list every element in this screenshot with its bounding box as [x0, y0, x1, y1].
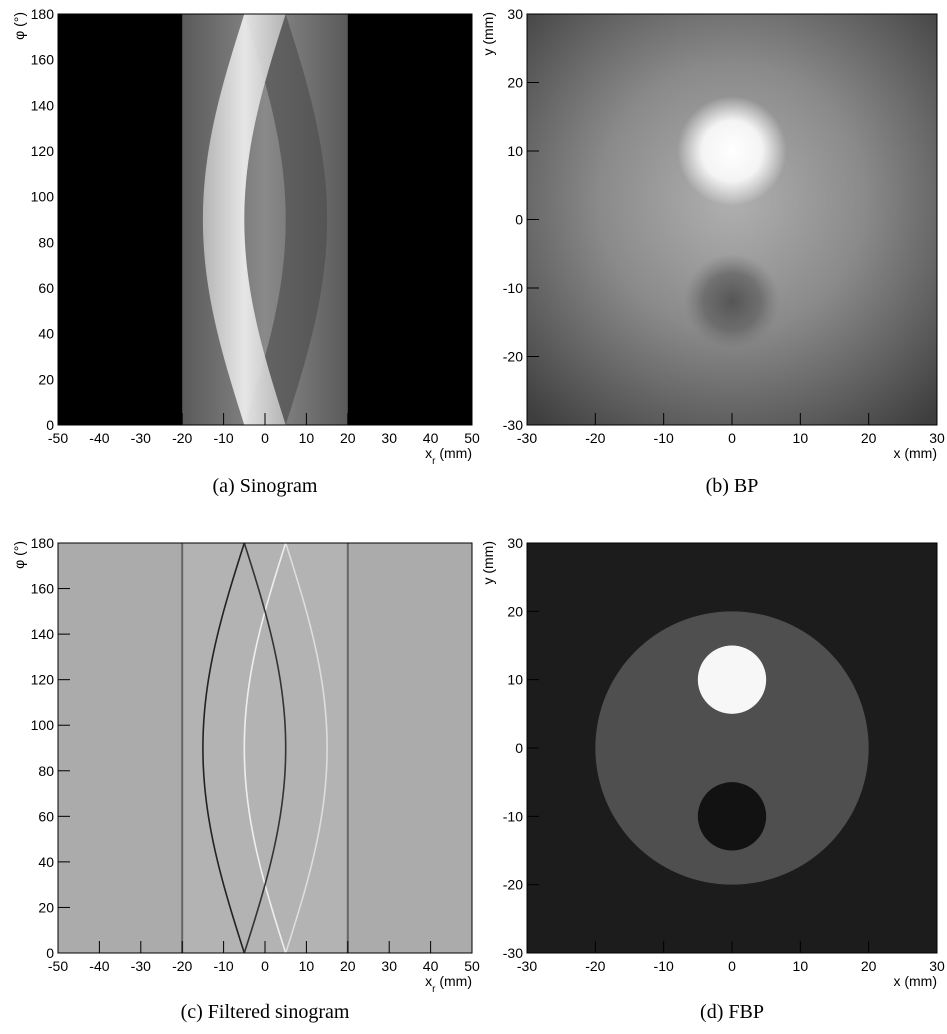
- x-tick-label: 20: [861, 958, 877, 974]
- x-axis-label-part: (mm): [435, 445, 472, 461]
- y-tick-label: 120: [31, 672, 55, 688]
- x-tick-label: 10: [299, 958, 315, 974]
- x-tick-label: -20: [172, 958, 192, 974]
- x-tick-label: 30: [381, 958, 397, 974]
- x-tick-label: -10: [654, 430, 674, 446]
- y-tick-label: 100: [31, 717, 55, 733]
- y-tick-label: 0: [46, 945, 54, 961]
- x-tick-label: -20: [172, 430, 192, 446]
- x-tick-label: 10: [793, 430, 809, 446]
- caption: (a) Sinogram: [213, 475, 318, 497]
- y-tick-label: 140: [31, 626, 55, 642]
- x-tick-label: 20: [340, 958, 356, 974]
- y-tick-label: 120: [31, 143, 55, 159]
- x-tick-label: 40: [423, 430, 439, 446]
- y-tick-label: -10: [503, 280, 523, 296]
- x-tick-label: 10: [299, 430, 315, 446]
- y-tick-label: 20: [507, 603, 523, 619]
- caption: (b) BP: [706, 475, 759, 497]
- y-axis-label: y (mm): [480, 541, 496, 585]
- x-tick-label: -10: [654, 958, 674, 974]
- y-tick-label: 30: [507, 6, 523, 22]
- y-tick-label: -20: [503, 877, 523, 893]
- y-tick-label: 0: [46, 417, 54, 433]
- y-tick-label: 160: [31, 52, 55, 68]
- x-tick-label: 20: [861, 430, 877, 446]
- y-tick-label: 10: [507, 143, 523, 159]
- y-tick-label: -10: [503, 808, 523, 824]
- y-tick-label: -30: [503, 945, 523, 961]
- figure: -50-40-30-20-100102030405002040608010012…: [0, 0, 947, 1034]
- x-tick-label: -20: [585, 430, 605, 446]
- y-tick-label: 80: [38, 763, 54, 779]
- y-tick-label: -30: [503, 417, 523, 433]
- x-tick-label: 0: [728, 430, 736, 446]
- x-tick-label: 50: [464, 430, 480, 446]
- y-tick-label: 40: [38, 326, 54, 342]
- x-tick-label: 10: [793, 958, 809, 974]
- y-tick-label: 40: [38, 854, 54, 870]
- y-tick-label: 60: [38, 280, 54, 296]
- hot-spot: [677, 96, 786, 205]
- x-tick-label: 30: [929, 430, 945, 446]
- y-tick-label: 0: [515, 740, 523, 756]
- x-tick-label: 50: [464, 958, 480, 974]
- caption: (c) Filtered sinogram: [181, 1001, 350, 1023]
- x-axis-label-part: x: [425, 445, 432, 461]
- x-tick-label: 0: [728, 958, 736, 974]
- caption: (d) FBP: [700, 1001, 764, 1023]
- background: [527, 14, 937, 425]
- x-axis-label: xr (mm): [425, 445, 472, 467]
- y-axis-label: φ (°): [11, 12, 27, 40]
- x-axis-label-part: x (mm): [893, 445, 937, 461]
- y-tick-label: 100: [31, 189, 55, 205]
- x-tick-label: -40: [89, 958, 109, 974]
- object-band: [182, 543, 348, 953]
- x-axis-label-part: x: [425, 973, 432, 989]
- x-tick-label: 0: [261, 958, 269, 974]
- x-tick-label: -20: [585, 958, 605, 974]
- cold-disk: [698, 782, 766, 850]
- y-axis-label: φ (°): [11, 541, 27, 569]
- y-tick-label: 180: [31, 6, 55, 22]
- x-tick-label: -40: [89, 430, 109, 446]
- y-tick-label: 20: [38, 371, 54, 387]
- x-axis-label: xr (mm): [425, 973, 472, 995]
- x-tick-label: 20: [340, 430, 356, 446]
- x-tick-label: 0: [261, 430, 269, 446]
- hot-disk: [698, 646, 766, 714]
- y-tick-label: 0: [515, 212, 523, 228]
- x-tick-label: -10: [213, 958, 233, 974]
- y-tick-label: 20: [507, 75, 523, 91]
- y-tick-label: 10: [507, 672, 523, 688]
- x-tick-label: -10: [213, 430, 233, 446]
- x-tick-label: -30: [131, 430, 151, 446]
- x-tick-label: -30: [131, 958, 151, 974]
- y-tick-label: 80: [38, 234, 54, 250]
- y-tick-label: 20: [38, 899, 54, 915]
- x-tick-label: 30: [381, 430, 397, 446]
- y-tick-label: 160: [31, 581, 55, 597]
- x-axis-label: x (mm): [893, 973, 937, 989]
- y-tick-label: 30: [507, 535, 523, 551]
- y-tick-label: 180: [31, 535, 55, 551]
- x-axis-label-part: x (mm): [893, 973, 937, 989]
- x-axis-label-part: (mm): [435, 973, 472, 989]
- x-axis-label: x (mm): [893, 445, 937, 461]
- y-tick-label: -20: [503, 349, 523, 365]
- x-tick-label: 30: [929, 958, 945, 974]
- x-tick-label: 40: [423, 958, 439, 974]
- y-axis-label: y (mm): [480, 12, 496, 56]
- y-tick-label: 60: [38, 808, 54, 824]
- cold-spot: [684, 254, 780, 350]
- y-tick-label: 140: [31, 97, 55, 113]
